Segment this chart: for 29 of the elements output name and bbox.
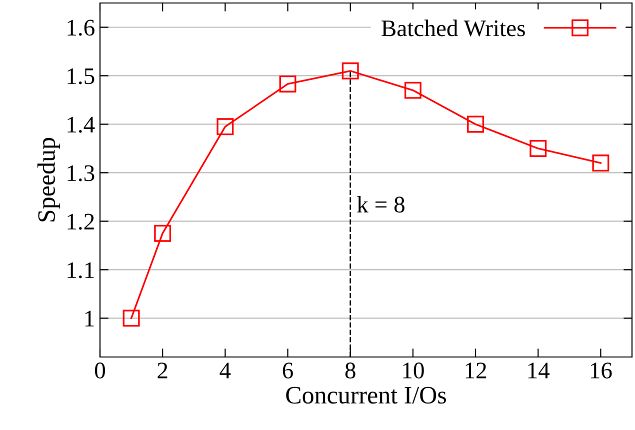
legend-label: Batched Writes: [382, 20, 525, 36]
x-tick-label: 8: [345, 362, 356, 378]
y-tick-label: 1.6: [68, 20, 94, 36]
point: [122, 310, 140, 327]
x-tick-label: 12: [466, 362, 486, 378]
y-tick-label: 1.3: [68, 165, 94, 182]
point: [592, 154, 610, 172]
y-tick-label: 1.1: [68, 262, 94, 278]
point: [530, 140, 547, 157]
y-tick-label: 1.5: [68, 68, 94, 84]
x-axis-title: Concurrent I/Os: [286, 386, 446, 404]
ref-line-label: k = 8: [357, 196, 404, 213]
x-tick-label: 10: [403, 362, 424, 378]
x-tick-label: 2: [158, 362, 168, 378]
point: [154, 224, 172, 242]
x-tick-label: 14: [528, 362, 550, 378]
x-tick-label: 0: [94, 362, 106, 378]
point: [216, 118, 234, 136]
y-tick-label: 1.4: [68, 116, 95, 133]
y-tick-label: 1.2: [68, 214, 94, 230]
x-tick-label: 6: [282, 362, 293, 378]
x-tick-label: 16: [590, 362, 612, 378]
x-tick-label: 4: [220, 362, 231, 378]
point: [467, 116, 484, 133]
point: [279, 76, 296, 92]
y-tick-label: 1: [85, 310, 94, 326]
point: [404, 82, 422, 99]
y-axis-title: Speedup: [37, 138, 60, 222]
point: [342, 62, 359, 80]
